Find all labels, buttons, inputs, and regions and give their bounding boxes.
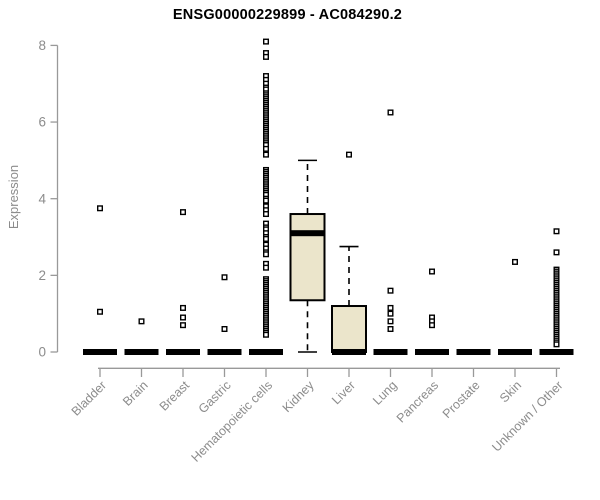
- chart-title: ENSG00000229899 - AC084290.2: [172, 7, 403, 23]
- median-bar-gastric: [207, 349, 242, 355]
- outlier-point-pancreas: [429, 322, 436, 329]
- outlier-point-lung: [387, 326, 394, 333]
- median-bar-liver: [332, 349, 366, 355]
- box-liver: [331, 305, 367, 354]
- median-bar-kidney: [290, 230, 325, 237]
- x-tick-label: Hematopoietic cells: [189, 378, 276, 465]
- outlier-point-hematopoietic-cells: [263, 264, 270, 271]
- x-tick-label: Brain: [120, 378, 151, 409]
- outlier-point-lung: [387, 109, 394, 116]
- median-bar-pancreas: [415, 349, 449, 355]
- x-tick-label: Skin: [497, 378, 524, 405]
- x-tick-label: Unknown / Other: [489, 378, 565, 454]
- x-tick-label: Bladder: [69, 378, 109, 418]
- outlier-point-brain: [138, 318, 145, 325]
- outlier-point-breast: [179, 209, 186, 216]
- median-bar-skin: [498, 349, 532, 355]
- outlier-point-breast: [179, 304, 186, 311]
- x-tick-label: Gastric: [196, 378, 234, 416]
- outlier-point-lung: [387, 304, 394, 311]
- outlier-point-gastric: [221, 274, 228, 281]
- x-tick-label: Kidney: [280, 378, 317, 415]
- outlier-point-breast: [179, 314, 186, 321]
- outlier-point-gastric: [221, 326, 228, 333]
- outlier-point-liver: [346, 151, 353, 158]
- outlier-point-skin: [512, 258, 519, 265]
- outlier-point-lung: [387, 318, 394, 325]
- median-bar-brain: [124, 349, 159, 355]
- median-bar-prostate: [456, 349, 491, 355]
- outlier-point-hematopoietic-cells: [263, 145, 270, 152]
- outlier-point-hematopoietic-cells: [263, 235, 270, 242]
- median-bar-lung: [373, 349, 408, 355]
- median-bar-unknown-other: [539, 349, 574, 355]
- box-kidney: [289, 213, 326, 302]
- outlier-point-unknown-other: [553, 228, 560, 235]
- y-tick-label: 0: [38, 345, 46, 360]
- x-tick-label: Lung: [370, 378, 400, 408]
- y-tick-label: 6: [38, 115, 46, 130]
- x-tick-label: Pancreas: [394, 378, 441, 425]
- median-bar-hematopoietic-cells: [249, 349, 283, 355]
- x-tick-label: Breast: [157, 378, 193, 414]
- y-tick-label: 8: [38, 38, 46, 53]
- outlier-point-hematopoietic-cells: [263, 211, 270, 218]
- outlier-point-breast: [179, 322, 186, 329]
- outlier-point-pancreas: [429, 268, 436, 275]
- median-bar-breast: [166, 349, 200, 355]
- x-tick-label: Liver: [329, 378, 358, 407]
- outlier-point-hematopoietic-cells: [263, 197, 270, 204]
- outlier-point-lung: [387, 287, 394, 294]
- outlier-point-hematopoietic-cells: [263, 331, 270, 338]
- outlier-point-hematopoietic-cells: [263, 251, 270, 258]
- outlier-point-unknown-other: [553, 341, 560, 348]
- outlier-point-lung: [387, 310, 394, 317]
- y-tick-label: 4: [38, 191, 46, 206]
- x-tick-label: Prostate: [440, 378, 483, 421]
- outlier-point-unknown-other: [553, 249, 560, 256]
- median-bar-bladder: [83, 349, 117, 355]
- outlier-point-hematopoietic-cells: [263, 53, 270, 60]
- y-tick-label: 2: [38, 268, 46, 283]
- outlier-point-hematopoietic-cells: [263, 38, 270, 45]
- outlier-point-bladder: [96, 205, 103, 212]
- outlier-point-hematopoietic-cells: [263, 151, 270, 158]
- outlier-point-bladder: [96, 308, 103, 315]
